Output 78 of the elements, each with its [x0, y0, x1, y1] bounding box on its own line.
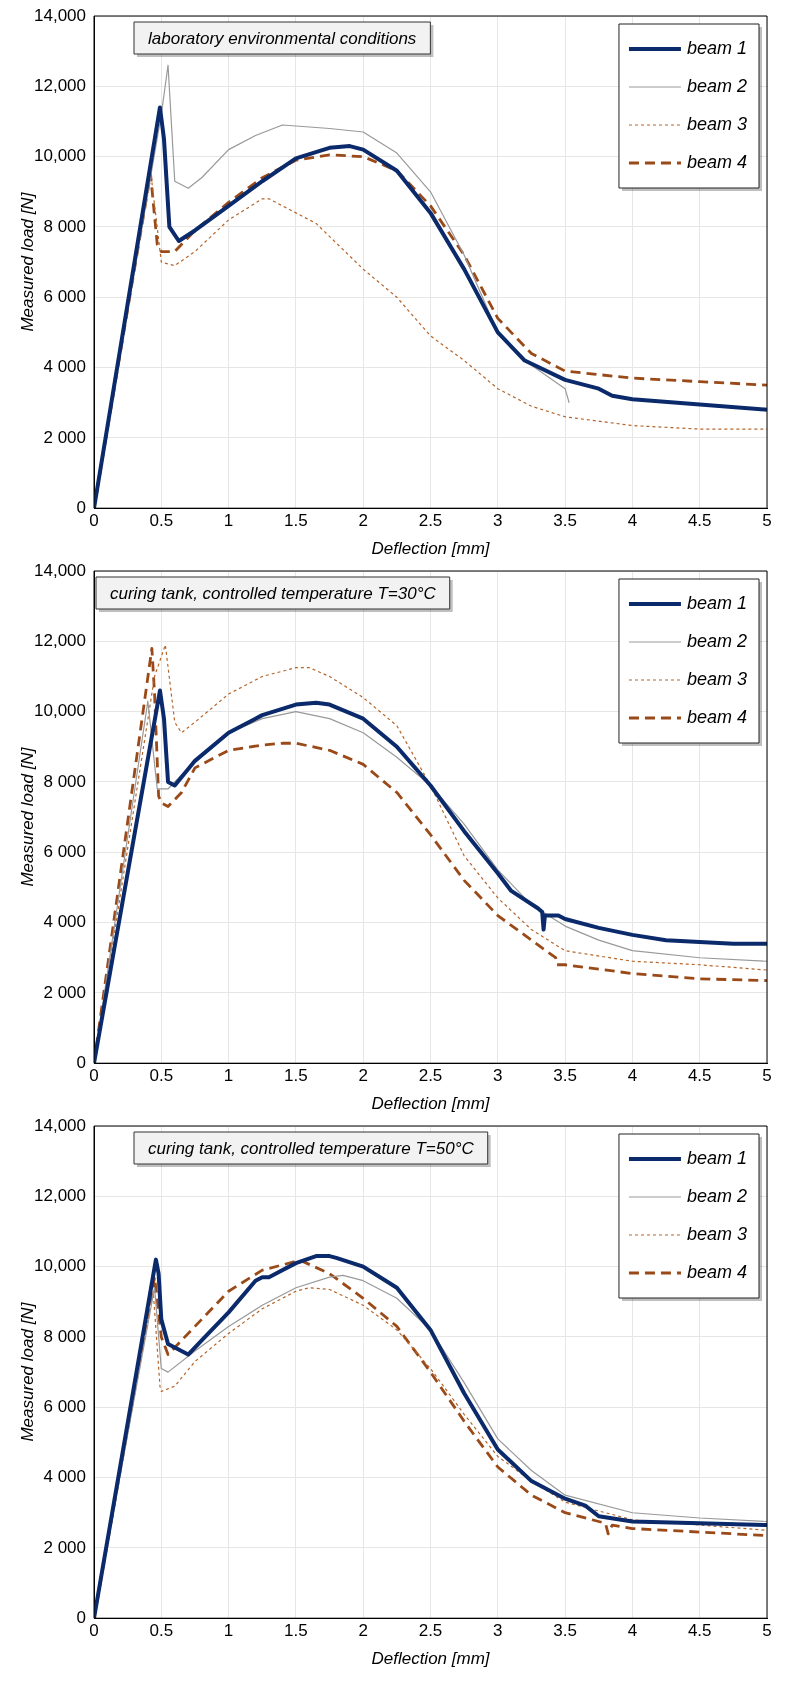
x-tick-label: 4: [627, 1621, 638, 1641]
text: curing tank, controlled temperature T=30°C: [110, 583, 437, 603]
x-tick-label: 4: [627, 1066, 638, 1086]
y-tick-label: 8 000: [43, 216, 86, 236]
x-tick-label: 1.5: [284, 511, 308, 531]
x-tick-label: 3: [493, 1621, 503, 1641]
y-tick-label: 10,000: [34, 1256, 86, 1276]
x-tick-label: 2.5: [418, 511, 443, 531]
x-tick-label: 3.5: [553, 511, 577, 531]
x-tick-label: 4: [627, 511, 638, 531]
legend-label: beam 1: [686, 38, 748, 58]
x-axis-title: Deflection [mm]: [371, 1648, 491, 1668]
x-tick-label: 0.5: [149, 511, 174, 531]
y-tick-label: 0: [76, 1607, 86, 1627]
y-tick-label: 8 000: [43, 1326, 86, 1346]
x-tick-label: 4.5: [687, 511, 712, 531]
legend-label: beam 3: [686, 1224, 748, 1244]
y-tick-label: 4 000: [43, 357, 86, 377]
legend-label: beam 1: [686, 1148, 748, 1168]
x-tick-label: 2: [358, 511, 368, 531]
y-tick-label: 2 000: [43, 1537, 86, 1557]
x-tick-label: 1: [223, 1621, 234, 1641]
x-tick-label: 2: [358, 1621, 368, 1641]
y-tick-label: 14,000: [34, 1115, 86, 1135]
legend-label: beam 3: [686, 114, 748, 134]
x-tick-label: 1.5: [284, 1621, 308, 1641]
y-axis-title: Measured load [N]: [17, 1301, 37, 1442]
y-tick-label: 14,000: [34, 5, 86, 25]
y-tick-label: 10,000: [34, 146, 86, 166]
y-axis-title: Measured load [N]: [17, 191, 37, 332]
y-tick-label: 0: [76, 1052, 86, 1072]
legend-label: beam 2: [686, 76, 748, 96]
x-tick-label: 5: [762, 511, 772, 531]
x-tick-label: 2.5: [418, 1621, 443, 1641]
x-tick-label: 1.5: [284, 1066, 308, 1086]
legend-label: beam 2: [686, 1186, 748, 1206]
legend-label: beam 1: [686, 593, 748, 613]
x-tick-label: 0: [89, 511, 99, 531]
y-tick-label: 10,000: [34, 701, 86, 721]
x-tick-label: 3.5: [553, 1066, 577, 1086]
y-tick-label: 8 000: [43, 771, 86, 791]
x-tick-label: 3.5: [553, 1621, 577, 1641]
y-tick-label: 6 000: [43, 286, 86, 306]
y-axis-title: Measured load [N]: [17, 746, 37, 887]
y-tick-label: 2 000: [43, 427, 86, 447]
x-tick-label: 2.5: [418, 1066, 443, 1086]
y-tick-label: 6 000: [43, 841, 86, 861]
y-tick-label: 14,000: [34, 560, 86, 580]
x-tick-label: 0: [89, 1066, 99, 1086]
legend-label: beam 3: [686, 669, 748, 689]
x-tick-label: 3: [493, 1066, 503, 1086]
legend-label: beam 2: [686, 631, 748, 651]
y-tick-label: 0: [76, 497, 86, 517]
y-tick-label: 2 000: [43, 982, 86, 1002]
text: curing tank, controlled temperature T=50°C: [148, 1138, 475, 1158]
x-tick-label: 5: [762, 1621, 772, 1641]
x-tick-label: 0.5: [149, 1621, 174, 1641]
y-tick-label: 4 000: [43, 1467, 86, 1487]
x-tick-label: 1: [223, 511, 234, 531]
text: laboratory environmental conditions: [148, 28, 417, 48]
x-tick-label: 5: [762, 1066, 772, 1086]
x-tick-label: 1: [223, 1066, 234, 1086]
y-tick-label: 12,000: [34, 1186, 86, 1205]
x-tick-label: 2: [358, 1066, 368, 1086]
x-axis-title: Deflection [mm]: [371, 1093, 491, 1113]
x-axis-title: Deflection [mm]: [371, 538, 491, 558]
y-tick-label: 6 000: [43, 1396, 86, 1416]
x-tick-label: 4.5: [687, 1066, 712, 1086]
y-tick-label: 12,000: [34, 631, 86, 650]
x-tick-label: 4.5: [687, 1621, 712, 1641]
y-tick-label: 12,000: [34, 76, 86, 95]
x-tick-label: 0: [89, 1621, 99, 1641]
x-tick-label: 3: [493, 511, 503, 531]
legend-label: beam 4: [686, 707, 748, 727]
x-tick-label: 0.5: [149, 1066, 174, 1086]
legend-label: beam 4: [686, 152, 748, 172]
y-tick-label: 4 000: [43, 912, 86, 932]
legend-label: beam 4: [686, 1262, 748, 1282]
